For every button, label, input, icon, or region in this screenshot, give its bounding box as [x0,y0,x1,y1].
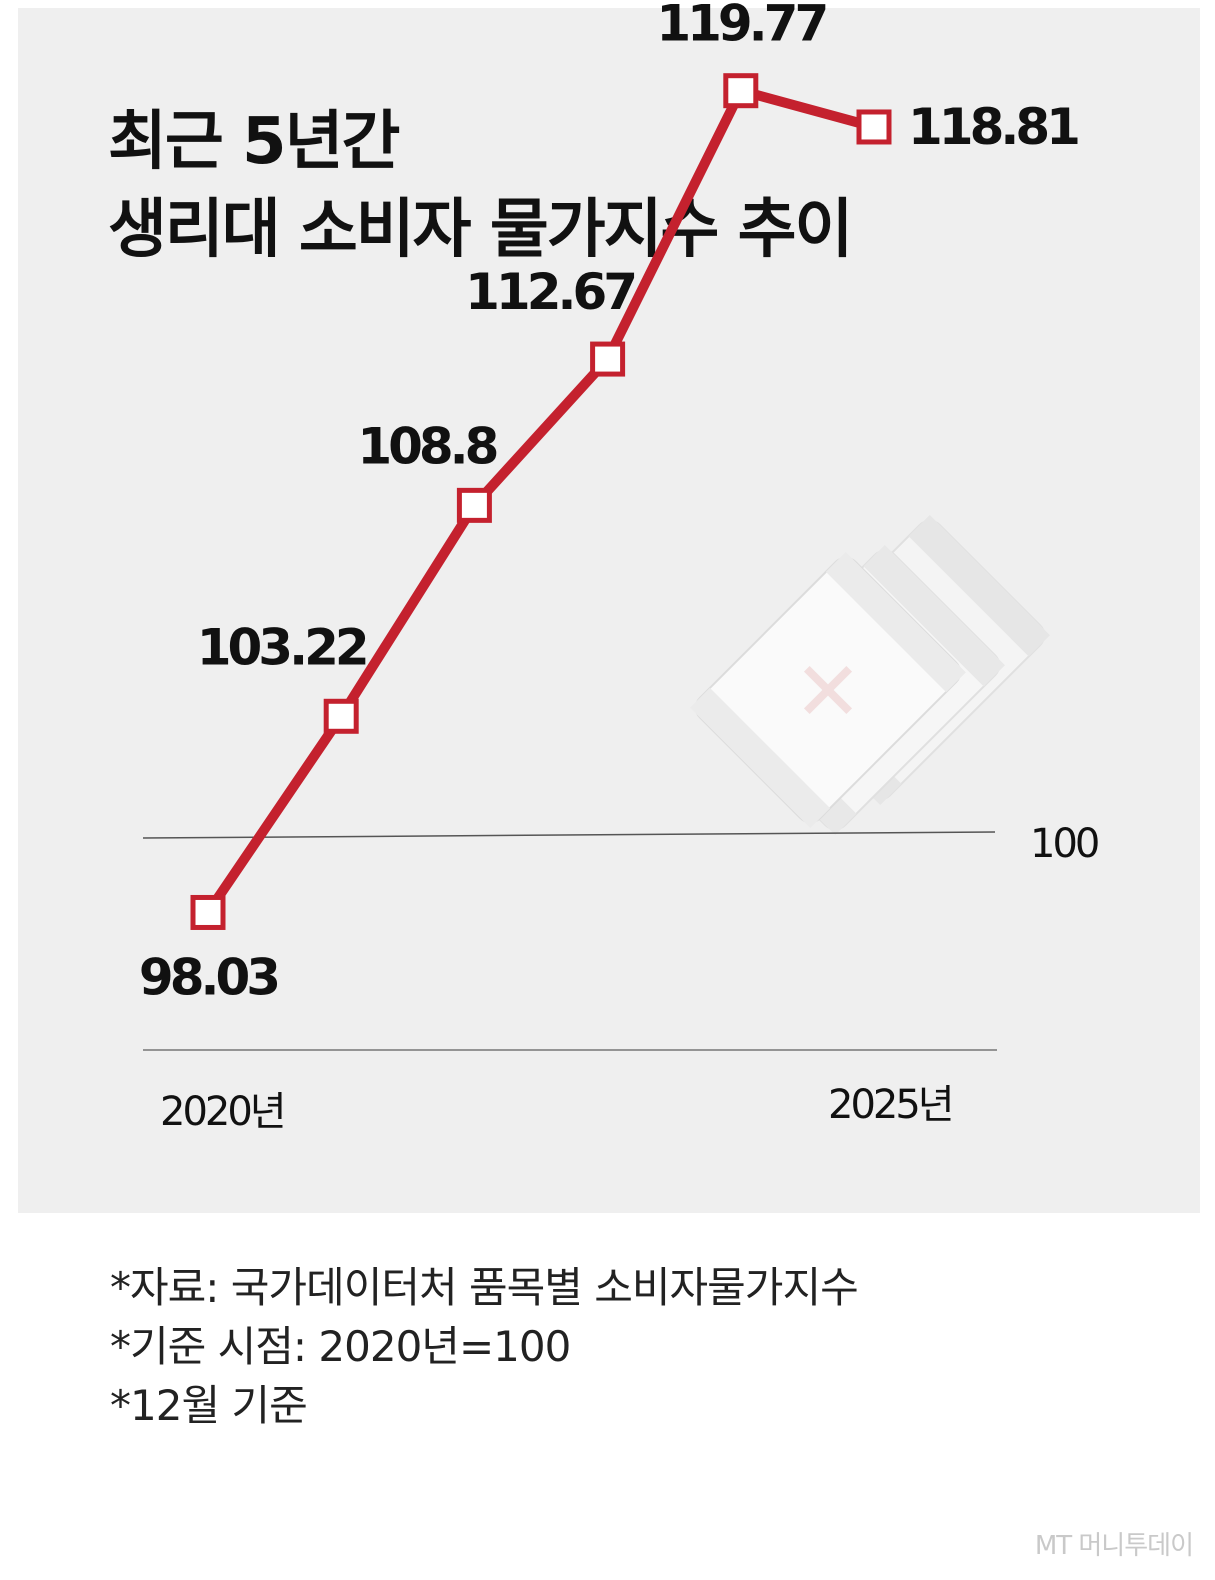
line-chart: 100 2020년 2025년 98.03 103.22 108.8 112.67 11… [139,0,1101,1135]
chart-title: 최근 5년간 생리대 소비자 물가지수 추이 [108,98,853,274]
pad-illustration [690,515,1050,835]
title-line-1: 최근 5년간 [108,105,400,179]
data-label: 118.81 [908,98,1078,156]
data-label: 119.77 [656,0,825,53]
reference-line-100 [142,831,996,839]
footnotes: *자료: 국가데이터처 품목별 소비자물가지수 *기준 시점: 2020년=10… [110,1258,859,1435]
data-point-marker [190,894,226,930]
x-tick-first: 2020년 [160,1089,284,1135]
data-point-marker [590,341,626,377]
note-base-period: *기준 시점: 2020년=100 [110,1322,571,1371]
publisher-credit: MT 머니투데이 [1034,1531,1194,1561]
data-label: 112.67 [465,263,634,321]
data-point-marker [323,698,359,734]
reference-label: 100 [1030,821,1098,867]
data-label: 98.03 [139,948,277,1006]
data-point-marker [456,487,492,523]
data-point-marker [856,109,892,145]
note-reference-month: *12월 기준 [110,1381,308,1430]
series-layer: 98.03 103.22 108.8 112.67 119.77 118.81 [139,0,1082,1006]
x-tick-last: 2025년 [828,1082,952,1128]
title-line-2: 생리대 소비자 물가지수 추이 [108,193,853,267]
data-label: 108.8 [357,417,496,475]
series-line [203,85,876,916]
note-source: *자료: 국가데이터처 품목별 소비자물가지수 [110,1263,859,1312]
data-label: 103.22 [197,618,366,676]
data-point-marker [723,73,759,109]
